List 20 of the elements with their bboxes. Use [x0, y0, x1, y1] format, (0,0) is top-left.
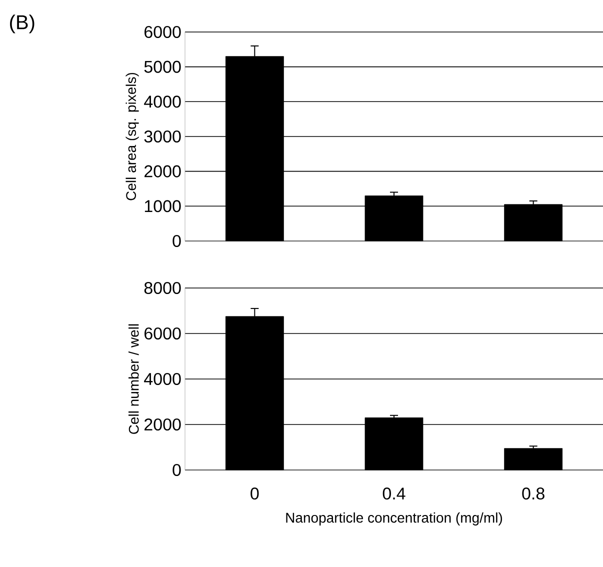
- text: (B): [10, 14, 34, 34]
- y-axis-title: Cell number / well: [128, 324, 139, 434]
- bar: [504, 448, 563, 470]
- y-tick-label: 0: [172, 234, 181, 248]
- y-tick-label: 2000: [144, 418, 181, 431]
- y-tick-label: 1000: [144, 200, 181, 212]
- y-tick-label: 8000: [144, 282, 181, 294]
- x-tick-label: 0: [250, 488, 259, 500]
- y-tick-label: 6000: [144, 327, 181, 340]
- y-tick-label: 2000: [144, 165, 181, 178]
- y-tick-label: 5000: [144, 60, 181, 73]
- x-tick-label: 0.8: [522, 488, 544, 500]
- x-tick-label: 0.4: [382, 488, 406, 500]
- y-axis-title: Cell area (sq. pixels): [126, 72, 139, 200]
- y-tick-label: 6000: [144, 26, 181, 38]
- y-tick-label: 4000: [144, 372, 181, 386]
- y-tick-label: 4000: [144, 96, 181, 108]
- y-tick-label: 3000: [144, 130, 181, 143]
- y-tick-label: 0: [172, 464, 181, 476]
- x-axis-title: Nanoparticle concentration (mg/ml): [286, 512, 502, 526]
